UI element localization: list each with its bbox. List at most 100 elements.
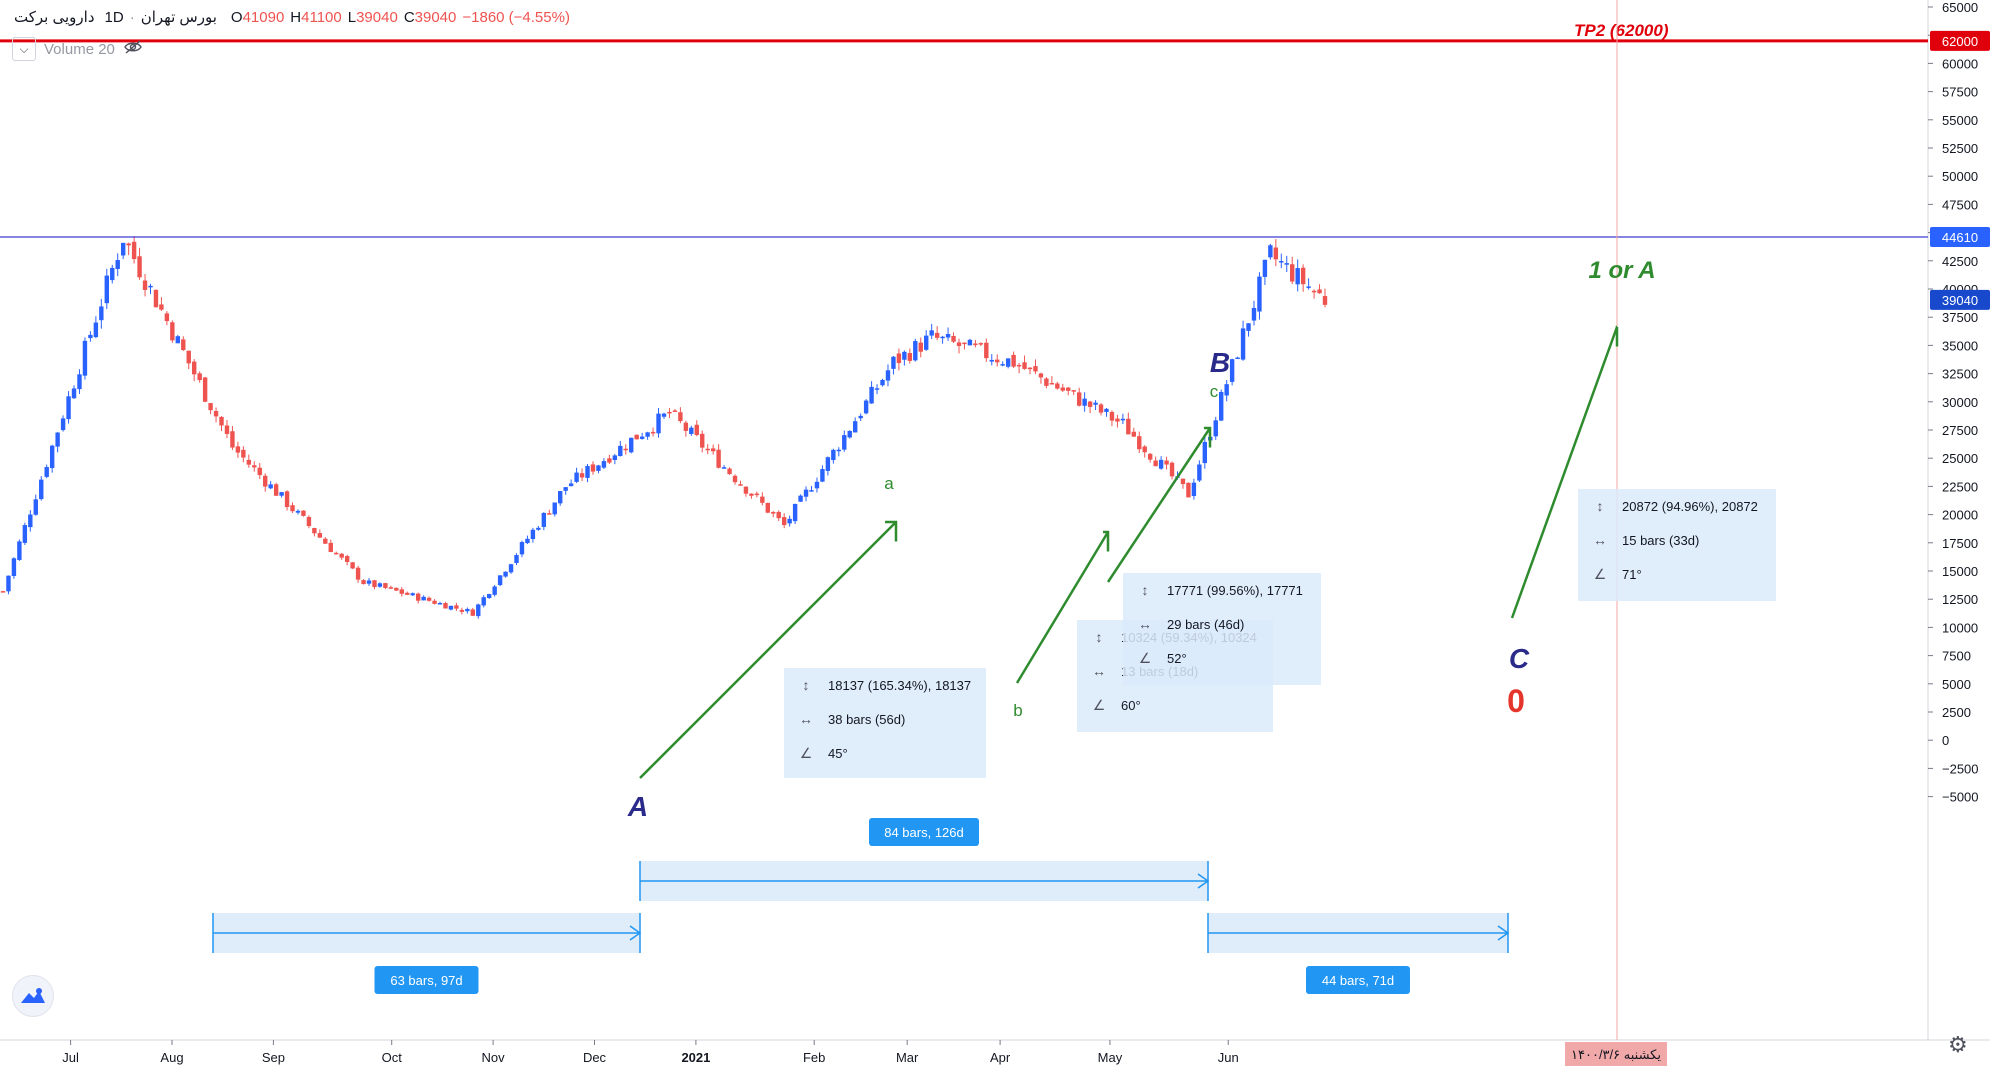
measure-text: 20872 (94.96%), 20872 [1622, 499, 1758, 514]
candle-body [531, 530, 535, 539]
candle-body [525, 539, 529, 543]
candle-body [842, 435, 846, 450]
candle-body [285, 491, 289, 507]
tp2-label: TP2 (62000) [1574, 21, 1669, 40]
candle-body [935, 333, 939, 338]
measure-icon: ∠ [1093, 697, 1106, 713]
candle-body [247, 460, 251, 465]
y-tick-label: 32500 [1942, 367, 1978, 382]
candle-body [301, 511, 305, 516]
candle-body [454, 605, 458, 608]
candle-body [919, 343, 923, 352]
y-tick-label: 7500 [1942, 649, 1971, 664]
ohlc-close: C39040 [404, 9, 457, 26]
candle-body [312, 528, 316, 533]
eye-off-icon[interactable] [123, 39, 143, 59]
candle-body [83, 341, 87, 376]
candle-body [121, 243, 125, 256]
candle-body [771, 512, 775, 514]
x-tick-label: Apr [990, 1050, 1011, 1065]
volume-indicator-label[interactable]: Volume 20 [44, 41, 115, 58]
candle-body [585, 466, 589, 478]
candle-body [929, 330, 933, 335]
candle-body [1306, 286, 1310, 288]
candle-body [1148, 454, 1152, 460]
candle-body [1066, 388, 1070, 391]
gear-icon[interactable]: ⚙ [1948, 1032, 1968, 1058]
ohlc-low: L39040 [348, 9, 398, 26]
candle-body [143, 281, 147, 290]
candle-body [1214, 420, 1218, 436]
candle-body [372, 580, 376, 587]
candle-body [1104, 409, 1108, 412]
candle-body [875, 388, 879, 390]
candle-body [684, 423, 688, 431]
candle-body [214, 411, 218, 416]
candle-body [563, 487, 567, 491]
y-tick-label: 55000 [1942, 113, 1978, 128]
candle-body [274, 484, 278, 496]
measure-icon: ↔ [1138, 616, 1152, 632]
ohlc-open: O41090 [231, 9, 284, 26]
exchange-name: بورس تهران [141, 8, 217, 26]
candle-body [744, 487, 748, 494]
x-tick-label: Sep [262, 1050, 285, 1065]
candle-body [225, 425, 229, 433]
y-tick-label: 52500 [1942, 141, 1978, 156]
candle-body [897, 353, 901, 363]
measure-icon: ↔ [1092, 663, 1106, 679]
candle-body [350, 562, 354, 568]
candle-body [869, 387, 873, 404]
candle-body [634, 435, 638, 440]
candle-body [558, 491, 562, 503]
candle-body [580, 473, 584, 477]
tradingview-logo-icon[interactable] [12, 975, 54, 1017]
candle-body [1181, 479, 1185, 484]
candle-body [1197, 464, 1201, 480]
candle-body [503, 572, 507, 577]
wave-label: b [1013, 701, 1022, 720]
candle-body [197, 373, 201, 380]
symbol-name[interactable]: دارویی برکت [14, 8, 95, 26]
interval-label[interactable]: 1D [105, 9, 124, 26]
candle-body [569, 483, 573, 486]
y-tick-label: 22500 [1942, 479, 1978, 494]
measure-text: 15 bars (33d) [1622, 533, 1699, 548]
wave-label: C [1509, 643, 1530, 674]
y-tick-label: 37500 [1942, 310, 1978, 325]
chevron-down-icon[interactable]: ⌵ [12, 37, 36, 61]
candle-body [1055, 383, 1059, 388]
candle-body [307, 517, 311, 526]
candle-body [820, 469, 824, 482]
y-tick-label: 25000 [1942, 451, 1978, 466]
candle-body [23, 525, 27, 543]
measure-icon: ↕ [803, 677, 810, 693]
candle-body [760, 497, 764, 503]
candle-body [951, 336, 955, 342]
candle-body [203, 377, 207, 401]
candle-body [1224, 384, 1228, 395]
candle-body [722, 467, 726, 469]
candle-body [6, 576, 10, 592]
measure-text: 71° [1622, 567, 1642, 582]
candle-body [880, 380, 884, 385]
candle-body [645, 432, 649, 436]
candle-body [236, 446, 240, 452]
wave-label: 1 or A [1588, 257, 1655, 284]
candle-body [389, 587, 393, 589]
candle-body [1268, 245, 1272, 257]
candle-body [1006, 358, 1010, 366]
candle-body [1121, 419, 1125, 421]
candle-body [230, 431, 234, 447]
candle-body [629, 438, 633, 453]
candle-body [471, 609, 475, 615]
candle-body [706, 449, 710, 451]
measure-icon: ↔ [799, 711, 813, 727]
candle-body [940, 337, 944, 339]
candle-body [487, 594, 491, 598]
y-tick-label: 2500 [1942, 705, 1971, 720]
candle-body [662, 414, 666, 417]
candle-body [1290, 264, 1294, 281]
